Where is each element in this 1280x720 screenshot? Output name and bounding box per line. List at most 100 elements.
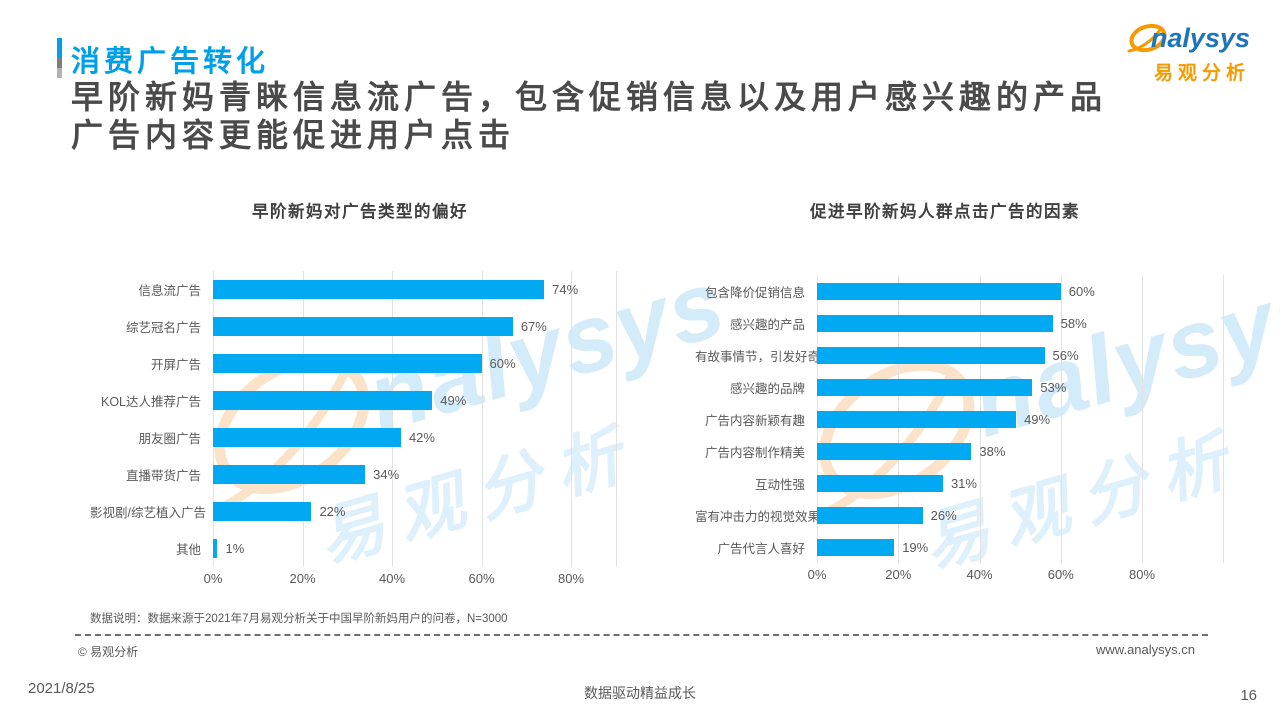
copyright-text: © 易观分析 [78,645,139,659]
bar-row: 影视剧/综艺植入广告 22% [90,493,630,530]
category-label: 互动性强 [754,477,805,492]
bar [817,410,1017,428]
axis-tick-label: 80% [557,571,585,586]
bar [213,280,545,299]
logo-chinese-text: 易观分析 [1153,63,1250,84]
value-label: 1% [225,541,245,556]
bar-row: 感兴趣的品牌 53% [695,371,1195,403]
dashed-divider [75,634,1208,636]
category-label: 影视剧/综艺植入广告 [90,506,206,520]
chart-click-factors: 促进早阶新妈人群点击广告的因素 包含降价促销信息 60% 感兴趣的产品 58% 有故事情… [695,198,1224,589]
bar-row: 感兴趣的产品 58% [695,307,1195,339]
value-label: 19% [902,539,929,555]
data-source-note: 数据说明：数据来源于2021年7月易观分析关于中国早阶新妈用户的问卷，N=300… [90,613,508,625]
category-label: 开屏广告 [150,358,201,372]
gridline [392,271,393,567]
value-label: 67% [520,319,547,334]
axis-tick-label: 0% [807,567,827,582]
bar [213,428,401,447]
value-label: 34% [373,467,400,482]
axis-tick-label: 40% [966,567,993,582]
accent-bar-darkgray [57,58,62,68]
category-label: 感兴趣的产品 [729,317,805,332]
bar-row: KOL达人推荐广告 49% [90,382,630,419]
accent-bar-lightgray [57,68,62,78]
bar [213,539,218,558]
bar [817,378,1033,396]
axis-tick-label: 20% [289,571,316,586]
bar [213,354,482,373]
bar-row: 包含降价促销信息 60% [695,275,1195,307]
accent-bar-blue [57,38,62,58]
chart-plot-area: 包含降价促销信息 60% 感兴趣的产品 58% 有故事情节，引发好奇 56% 感兴趣的品牌 5… [695,275,1224,589]
gridline [481,271,483,567]
category-label: 富有冲击力的视觉效果 [695,509,821,524]
value-label: 31% [950,475,977,491]
category-label: 朋友圈广告 [138,432,201,446]
analysys-swirl-icon [1127,23,1167,53]
value-label: 60% [489,356,516,371]
bar [213,465,366,484]
value-label: 53% [1040,379,1067,395]
value-label: 56% [1052,347,1079,363]
page-title: 早阶新妈青睐信息流广告，包含促销信息以及用户感兴趣的产品 广告内容更能促进用户点击 [71,78,1191,154]
bar [817,506,923,524]
category-label: 直播带货广告 [125,469,201,483]
bar-row: 信息流广告 74% [90,271,630,308]
chart-ad-type-preference: 早阶新妈对广告类型的偏好 信息流广告 74% 综艺冠名广告 67% 开屏广告 60% KOL… [90,198,630,593]
footer-slogan: 数据驱动精益成长 [584,685,696,701]
bar [817,538,895,556]
category-label: 包含降价促销信息 [704,285,805,300]
bar [213,502,312,521]
page-title-line1: 早阶新妈青睐信息流广告，包含促销信息以及用户感兴趣的产品 [71,79,1108,115]
value-label: 42% [408,430,435,445]
website-link[interactable]: www.analysys.cn [1096,642,1195,657]
axis-tick-label: 40% [378,571,406,586]
value-label: 58% [1060,315,1087,331]
bar [817,346,1045,364]
category-label: 感兴趣的品牌 [729,381,805,396]
page-title-line2: 广告内容更能促进用户点击 [71,117,516,153]
axis-tick-label: 20% [885,567,912,582]
plot-border-line [616,271,617,567]
chart-plot-area: 信息流广告 74% 综艺冠名广告 67% 开屏广告 60% KOL达人推荐广告 49% 朋友圈广… [90,271,630,593]
analysys-logo: nalysys 易观分析 [1090,20,1250,85]
x-axis: 0% 20% 40% 60% 80% [204,569,630,593]
value-label: 74% [552,282,579,297]
bar-rows: 包含降价促销信息 60% 感兴趣的产品 58% 有故事情节，引发好奇 56% 感兴趣的品牌 5… [695,275,1195,563]
value-label: 60% [1068,283,1095,299]
bar-row: 富有冲击力的视觉效果 26% [695,499,1195,531]
bar-row: 综艺冠名广告 67% [90,308,630,345]
plot-border-line [1223,275,1224,563]
category-label: 信息流广告 [138,284,201,298]
category-label: 广告内容新颖有趣 [704,413,805,428]
category-label: 广告内容制作精美 [704,445,805,460]
bar [817,314,1053,332]
bar [213,391,433,410]
gridline [571,271,572,567]
axis-tick-label: 60% [468,571,495,586]
chart-title: 促进早阶新妈人群点击广告的因素 [810,203,1080,221]
bar-row: 直播带货广告 34% [90,456,630,493]
bar-row: 广告内容新颖有趣 49% [695,403,1195,435]
category-label: KOL达人推荐广告 [100,395,201,409]
page-number: 16 [1240,687,1257,704]
x-axis: 0% 20% 40% 60% 80% [808,565,1195,589]
axis-tick-label: 80% [1128,567,1156,582]
footer-date: 2021/8/25 [28,680,95,697]
axis-tick-label: 0% [203,571,223,586]
bar-row: 朋友圈广告 42% [90,419,630,456]
accent-bar [57,38,62,78]
gridline [1060,275,1062,563]
gridline [213,271,214,567]
bar-rows: 信息流广告 74% 综艺冠名广告 67% 开屏广告 60% KOL达人推荐广告 49% 朋友圈广… [90,271,630,567]
bar [817,282,1061,300]
logo-latin-text: nalysys [1150,22,1250,53]
category-label: 综艺冠名广告 [125,321,201,335]
bar [213,317,513,336]
bar-row: 其他 1% [90,530,630,567]
bar-row: 广告代言人喜好 19% [695,531,1195,563]
value-label: 38% [979,443,1006,459]
logo-wordmark: nalysys [1090,20,1250,56]
